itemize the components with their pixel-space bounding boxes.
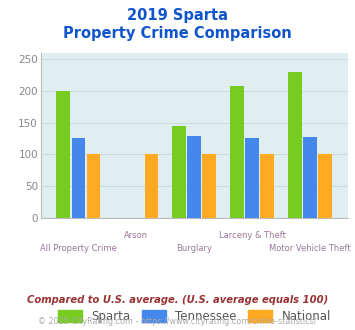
Bar — [261, 154, 274, 218]
Bar — [202, 154, 216, 218]
Text: Property Crime Comparison: Property Crime Comparison — [63, 26, 292, 41]
Bar — [288, 73, 302, 218]
Text: Compared to U.S. average. (U.S. average equals 100): Compared to U.S. average. (U.S. average … — [27, 295, 328, 305]
Bar — [144, 154, 158, 218]
Text: Burglary: Burglary — [176, 244, 212, 253]
Text: Larceny & Theft: Larceny & Theft — [219, 231, 286, 240]
Text: All Property Crime: All Property Crime — [40, 244, 117, 253]
Bar — [230, 86, 244, 218]
Bar — [303, 137, 317, 218]
Text: Motor Vehicle Theft: Motor Vehicle Theft — [269, 244, 351, 253]
Text: © 2025 CityRating.com - https://www.cityrating.com/crime-statistics/: © 2025 CityRating.com - https://www.city… — [38, 317, 317, 326]
Bar — [245, 139, 259, 218]
Legend: Sparta, Tennessee, National: Sparta, Tennessee, National — [58, 310, 331, 322]
Bar — [72, 139, 86, 218]
Bar — [87, 154, 100, 218]
Bar — [187, 136, 201, 218]
Bar — [173, 126, 186, 218]
Bar — [318, 154, 332, 218]
Bar — [56, 91, 70, 218]
Text: Arson: Arson — [124, 231, 148, 240]
Text: 2019 Sparta: 2019 Sparta — [127, 8, 228, 23]
